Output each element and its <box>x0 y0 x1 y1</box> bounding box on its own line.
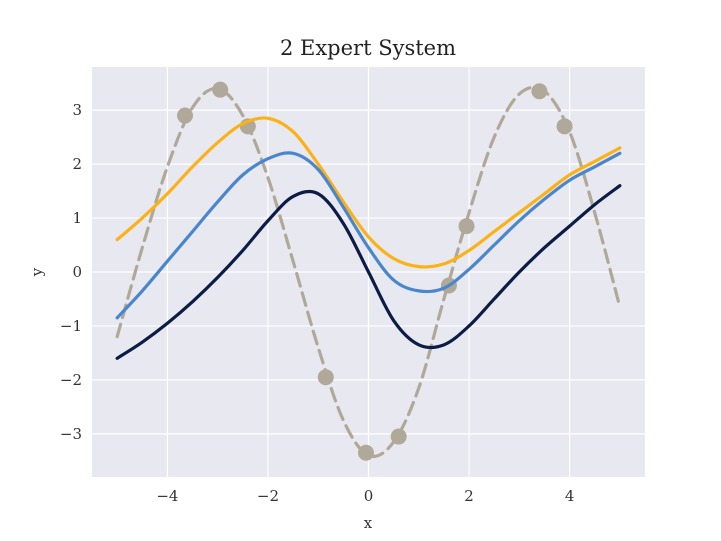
x-axis-ticks: −4 −2 0 2 4 <box>156 487 574 505</box>
y-tick-label: −2 <box>60 371 82 389</box>
data-point-marker <box>357 444 374 461</box>
y-tick-label: 0 <box>72 263 82 281</box>
x-tick-label: 2 <box>464 487 474 505</box>
y-tick-label: 3 <box>72 101 82 119</box>
chart-title: 2 Expert System <box>280 36 456 60</box>
data-point-marker <box>458 218 475 235</box>
series-line-3 <box>115 151 622 320</box>
data-point-marker <box>317 369 334 386</box>
x-tick-label: −2 <box>257 487 279 505</box>
data-point-marker <box>556 118 573 135</box>
y-tick-label: −1 <box>60 317 82 335</box>
y-tick-label: 2 <box>72 155 82 173</box>
x-tick-label: 0 <box>364 487 374 505</box>
y-tick-label: 1 <box>72 209 82 227</box>
data-point-marker <box>212 81 229 98</box>
series-layer <box>115 81 622 461</box>
data-point-marker <box>177 107 194 124</box>
y-tick-label: −3 <box>60 425 82 443</box>
y-axis-ticks: −3 −2 −1 0 1 2 3 <box>60 101 82 443</box>
x-tick-label: −4 <box>156 487 178 505</box>
data-point-marker <box>390 428 407 445</box>
x-axis-label: x <box>364 514 373 532</box>
x-tick-label: 4 <box>565 487 575 505</box>
data-point-marker <box>531 83 548 100</box>
y-axis-label: y <box>28 267 46 277</box>
series-line-2 <box>115 116 622 269</box>
series-line-4 <box>115 184 622 360</box>
